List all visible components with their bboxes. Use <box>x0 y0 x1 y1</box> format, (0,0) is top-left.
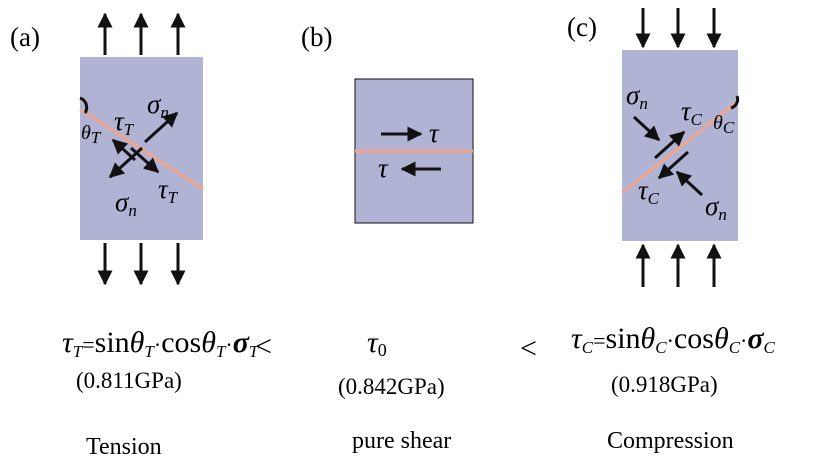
formula-pure-shear: τ0 <box>367 326 387 360</box>
panel-b-pure-shear: (b) τ τ <box>301 22 474 224</box>
normal-stress-arrow-a-upper <box>143 111 179 144</box>
formula-tension: τT=sinθT·cosθT·σT <box>62 326 260 361</box>
panel-c-label: (c) <box>567 12 597 42</box>
comparator-1: < <box>255 330 272 363</box>
condition-compression: Compression <box>607 428 734 454</box>
formula-compression: τC=sinθC·cosθC·σC <box>571 322 776 357</box>
panel-a-label: (a) <box>10 22 40 52</box>
shear-stress-arrow-a-upper <box>111 138 137 162</box>
panel-a-tension: (a) θT τT σn <box>10 12 204 286</box>
compression-bottom-arrows <box>635 243 722 287</box>
value-compression: (0.918GPa) <box>611 372 718 397</box>
tension-bottom-arrows <box>97 243 186 286</box>
shear-stress-arrow-c-lower <box>657 150 690 180</box>
shear-plane-c <box>621 99 739 195</box>
compression-top-arrows <box>635 8 722 49</box>
theta-t-label: θT <box>81 122 102 147</box>
shear-stress-arrow-c-upper <box>653 130 686 160</box>
theta-c-label: θC <box>713 112 735 137</box>
sigma-n-lower-label-c: σn <box>705 191 727 224</box>
value-tension: (0.811GPa) <box>76 368 182 393</box>
value-pure-shear: (0.842GPa) <box>338 374 445 399</box>
condition-tension: Tension <box>86 434 162 460</box>
tau-b-lower-label: τ <box>378 153 389 183</box>
normal-stress-arrow-c-lower <box>675 170 704 197</box>
angle-arc-c <box>730 95 740 110</box>
condition-pure-shear: pure shear <box>352 428 451 454</box>
tau-c-lower-label: τC <box>638 175 660 208</box>
sigma-n-upper-label-c: σn <box>626 80 648 113</box>
panel-b-label: (b) <box>301 22 332 52</box>
tau-t-upper-label: τT <box>114 106 135 139</box>
sigma-n-upper-label-a: σn <box>147 89 169 122</box>
comparator-2: < <box>520 332 537 365</box>
angle-arc-a <box>79 96 89 114</box>
sigma-n-lower-label-a: σn <box>115 187 137 220</box>
tau-c-upper-label: τC <box>681 96 703 129</box>
tau-b-upper-label: τ <box>429 118 440 148</box>
shear-stress-arrow-a-lower <box>130 146 160 174</box>
panel-c-compression: (c) σn τC θC <box>567 8 740 287</box>
tau-t-lower-label: τT <box>158 174 179 207</box>
normal-stress-arrow-c-upper <box>632 115 661 142</box>
tension-top-arrows <box>97 12 186 55</box>
